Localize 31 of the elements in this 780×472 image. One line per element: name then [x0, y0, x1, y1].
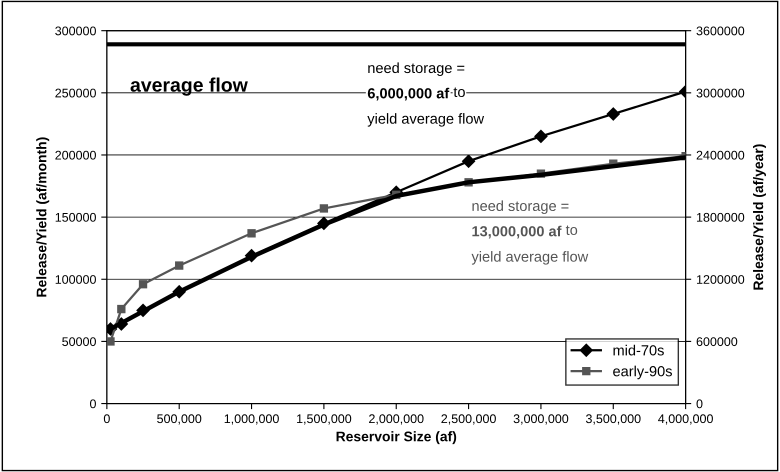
y-tick-label: 200000 — [55, 150, 96, 160]
y2-tick-label: 600000 — [696, 337, 738, 346]
y2-tick-label: 3600000 — [696, 26, 744, 36]
y2-tick-label: 0 — [696, 399, 702, 408]
y-tick-label: 250000 — [55, 88, 96, 98]
y-axis-title: Release/Yield (af/month) — [36, 137, 50, 297]
legend-label: early-90s — [613, 366, 672, 380]
y-tick-label: 300000 — [55, 26, 96, 36]
x-tick-label: 1,000,000 — [224, 414, 279, 425]
y-tick-label: 0 — [90, 399, 96, 408]
y-tick-label: 100000 — [56, 275, 96, 284]
x-tick-label: 2,000,000 — [369, 414, 424, 425]
y-tick-label: 150000 — [56, 212, 96, 222]
x-axis-title: Reservoir Size (af) — [336, 431, 456, 444]
y2-axis-title: Release/Yield (af/year) — [753, 144, 766, 290]
x-tick-label: 500,000 — [157, 414, 202, 425]
x-tick-label: 1,500,000 — [297, 414, 352, 425]
x-tick-label: 2,500,000 — [441, 414, 496, 425]
legend-label: mid-70s — [613, 344, 664, 356]
ref-line-label: average flow — [130, 78, 248, 96]
y2-tick-label: 3000000 — [696, 88, 744, 98]
y-tick-label: 50000 — [62, 337, 96, 346]
x-tick-label: 4,000,000 — [658, 414, 713, 425]
y2-tick-label: 1800000 — [696, 212, 744, 222]
x-tick-label: 3,500,000 — [586, 414, 641, 425]
annotation: need storage = 6,000,000 af to yield average flow — [367, 62, 484, 127]
y2-tick-label: 2400000 — [696, 150, 744, 160]
y2-tick-label: 1200000 — [696, 275, 744, 284]
x-tick-label: 0 — [104, 414, 110, 424]
x-tick-label: 3,000,000 — [514, 414, 568, 425]
annotation: need storage = 13,000,000 af to yield average flow — [472, 200, 588, 265]
